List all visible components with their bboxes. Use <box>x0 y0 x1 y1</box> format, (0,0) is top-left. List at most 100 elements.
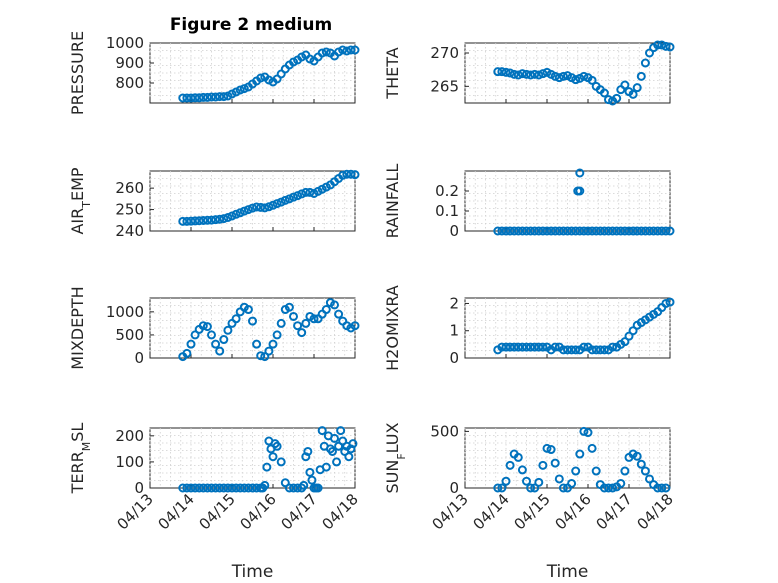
data-point <box>501 342 511 352</box>
data-point <box>645 226 654 236</box>
x-tick-label: 04/15 <box>196 490 239 533</box>
data-point <box>264 202 274 212</box>
data-point <box>616 478 626 488</box>
data-point <box>554 226 564 236</box>
data-point <box>632 451 642 461</box>
data-point <box>542 443 552 453</box>
data-point <box>215 346 225 356</box>
data-point <box>517 342 527 352</box>
subplot-mixdepth: 0 500 1000 MIXDEPTH <box>68 286 360 370</box>
x-tick-label: 04/16 <box>237 490 280 533</box>
data-point <box>522 226 531 236</box>
data-point <box>215 214 225 224</box>
data-point <box>599 226 609 236</box>
data-point <box>591 345 601 355</box>
data-point <box>215 483 225 493</box>
data-point <box>632 83 642 93</box>
y-axis-label: TERRMSL <box>68 423 93 495</box>
data-point <box>509 226 519 236</box>
data-point <box>243 483 253 493</box>
y-tick-label: 0 <box>449 479 459 497</box>
data-point <box>550 342 560 352</box>
data-point <box>567 226 577 236</box>
data-point <box>252 339 262 349</box>
data-point <box>649 226 659 236</box>
data-point <box>501 226 511 236</box>
x-axis-label: Time <box>546 562 589 582</box>
data-point <box>657 226 667 236</box>
data-point <box>665 297 675 307</box>
data-point <box>202 215 212 225</box>
subplot-h2omixra: 0 1 2 H2OMIXRA <box>383 285 675 371</box>
data-point <box>186 483 196 493</box>
data-point <box>190 330 200 340</box>
x-tick-label: 04/14 <box>470 490 513 533</box>
data-point <box>579 426 589 436</box>
data-point <box>215 92 225 102</box>
data-point <box>554 73 564 83</box>
data-point <box>317 48 327 58</box>
data-point <box>538 226 548 236</box>
data-point <box>522 342 531 352</box>
data-point <box>575 186 585 196</box>
data-point <box>223 213 233 222</box>
data-point <box>517 226 527 236</box>
data-point <box>202 322 212 332</box>
data-point <box>665 42 675 52</box>
y-axis-label: AIRTEMP <box>68 167 93 234</box>
data-point <box>575 226 585 236</box>
data-point <box>182 348 192 358</box>
x-tick-label: 04/17 <box>593 490 636 533</box>
y-axis-label: H2OMIXRA <box>383 285 402 371</box>
data-point <box>231 483 241 493</box>
data-point <box>554 474 564 484</box>
data-point <box>280 195 290 205</box>
data-point <box>305 187 315 197</box>
data-point <box>346 169 356 179</box>
data-point <box>620 226 630 236</box>
data-point <box>522 476 531 486</box>
data-point <box>239 206 249 216</box>
data-point <box>636 71 646 81</box>
data-point <box>186 216 196 226</box>
subplot-rainfall: 0 0.1 0.2 RAINFALL <box>383 164 675 240</box>
data-point <box>330 300 339 310</box>
data-point <box>501 67 511 77</box>
data-point <box>640 466 650 476</box>
data-point <box>346 45 356 55</box>
y-tick-label: 0 <box>134 479 144 497</box>
data-point <box>350 170 360 180</box>
data-point <box>567 478 577 488</box>
y-tick-label: 250 <box>115 201 144 219</box>
data-point <box>211 339 221 349</box>
data-point <box>338 45 348 55</box>
y-tick-label: 0 <box>449 222 459 240</box>
data-point <box>332 457 342 467</box>
y-tick-label: 240 <box>115 222 144 240</box>
data-point <box>239 483 249 493</box>
data-point <box>178 483 188 493</box>
data-point <box>493 483 503 493</box>
data-point <box>334 309 344 319</box>
y-tick-label: 1000 <box>106 34 144 52</box>
data-point <box>239 84 249 94</box>
data-point <box>616 226 626 236</box>
data-point <box>243 305 253 315</box>
y-tick-label: 270 <box>430 44 459 62</box>
data-point <box>219 483 229 493</box>
y-tick-label: 900 <box>115 54 144 72</box>
data-point <box>231 314 241 324</box>
data-point <box>612 226 622 236</box>
data-point <box>307 475 317 485</box>
data-point <box>297 189 307 199</box>
data-point <box>513 342 523 352</box>
data-point <box>256 202 266 212</box>
y-tick-label: 200 <box>115 427 144 445</box>
data-point <box>546 226 556 236</box>
data-point <box>198 483 208 493</box>
data-point <box>608 483 618 493</box>
data-point <box>497 342 507 352</box>
data-point <box>293 321 303 331</box>
